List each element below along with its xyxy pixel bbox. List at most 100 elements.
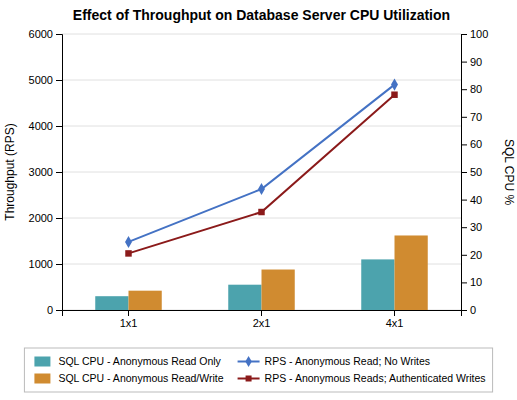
bar <box>228 285 261 310</box>
marker <box>125 236 132 248</box>
tick-label: 50 <box>470 166 482 178</box>
tick-label: 0 <box>470 304 476 316</box>
tick-label: 80 <box>470 83 482 95</box>
marker <box>258 209 264 215</box>
tick-label: 20 <box>470 249 482 261</box>
tick: 3000 <box>29 166 62 178</box>
tick-label: 0 <box>47 304 53 316</box>
line-series <box>125 91 397 256</box>
marker <box>258 183 265 195</box>
tick-label: 90 <box>470 56 482 68</box>
tick: 80 <box>461 83 482 95</box>
legend-label: RPS - Anonymous Read; No Writes <box>265 355 431 367</box>
tick: 70 <box>461 111 482 123</box>
tick-label: 40 <box>470 194 482 206</box>
tick-label: 60 <box>470 138 482 150</box>
axis-title: SQL CPU % <box>502 139 516 206</box>
bar <box>361 259 394 310</box>
legend: SQL CPU - Anonymous Read Only SQL CPU - A… <box>24 348 492 392</box>
marker <box>391 91 397 97</box>
title: Effect of Throughput on Database Server … <box>73 7 450 23</box>
bar <box>395 235 428 310</box>
marks <box>95 79 428 310</box>
tick: 100 <box>461 28 488 40</box>
x-axis: 1x1 2x1 4x1 <box>63 310 462 329</box>
tick-label: 2x1 <box>253 317 271 329</box>
tick-mark <box>461 89 467 90</box>
legend-swatch <box>34 357 50 367</box>
bar <box>129 291 162 310</box>
tick-mark <box>461 34 467 35</box>
tick-label: 10 <box>470 276 482 288</box>
grid <box>62 34 461 310</box>
tick: 40 <box>461 194 482 206</box>
tick: 4x1 <box>386 310 404 329</box>
tick-mark <box>56 34 62 35</box>
tick: 10 <box>461 276 482 288</box>
axis-line <box>56 35 63 311</box>
legend-entry: RPS - Anonymous Read; No Writes <box>238 355 431 367</box>
tick-label: 1x1 <box>120 317 138 329</box>
bar-series <box>95 259 394 310</box>
tick-mark <box>461 255 467 256</box>
legend-label: SQL CPU - Anonymous Read Only <box>58 355 221 367</box>
tick-mark <box>56 126 62 127</box>
tick-mark <box>461 117 467 118</box>
tick: 5000 <box>29 74 62 86</box>
y2-axis: 0 10 20 30 40 50 60 70 80 90 100 <box>461 28 488 316</box>
grid-line <box>62 218 461 219</box>
tick-label: 4x1 <box>386 317 404 329</box>
marker <box>391 79 398 91</box>
grid-line <box>62 80 461 81</box>
grid-line <box>62 34 461 35</box>
tick: 4000 <box>29 120 62 132</box>
tick-mark <box>461 172 467 173</box>
legend-entry: SQL CPU - Anonymous Read Only <box>34 355 221 367</box>
tick-label: 4000 <box>29 120 53 132</box>
legend-entry: RPS - Anonymous Reads; Authenticated Wri… <box>238 372 486 384</box>
legend-marker <box>245 356 251 367</box>
tick-label: 5000 <box>29 74 53 86</box>
tick-mark <box>461 282 467 283</box>
tick-label: 70 <box>470 111 482 123</box>
tick-mark <box>56 264 62 265</box>
axis-line <box>462 35 468 311</box>
tick-mark <box>56 172 62 173</box>
line-series <box>125 79 398 248</box>
tick: 6000 <box>29 28 62 40</box>
tick-mark <box>56 310 62 311</box>
tick-label: 100 <box>470 28 488 40</box>
line <box>129 85 395 242</box>
legend-marker <box>246 376 252 382</box>
tick-mark <box>394 310 395 316</box>
tick: 0 <box>47 304 62 316</box>
tick-mark <box>461 62 467 63</box>
legend-entry: SQL CPU - Anonymous Read/Write <box>34 372 223 384</box>
tick: 1x1 <box>120 310 138 329</box>
legend-label: RPS - Anonymous Reads; Authenticated Wri… <box>265 372 486 384</box>
plot: 0 1000 2000 3000 4000 5000 6000 0 10 20 30 40 50 60 70… <box>3 28 516 329</box>
legend-swatch <box>34 374 50 384</box>
tick: 90 <box>461 56 482 68</box>
grid-line <box>62 126 461 127</box>
tick: 0 <box>461 304 476 316</box>
marker <box>125 250 131 256</box>
bar <box>95 296 128 310</box>
legend-frame <box>24 348 492 392</box>
bar <box>262 270 295 310</box>
tick-label: 30 <box>470 221 482 233</box>
axis-title: Throughput (RPS) <box>3 123 17 220</box>
chart: Effect of Throughput on Database Server … <box>0 0 517 400</box>
tick-mark <box>461 227 467 228</box>
tick-mark <box>56 218 62 219</box>
tick-mark <box>56 80 62 81</box>
tick: 1000 <box>29 258 62 270</box>
tick-label: 1000 <box>29 258 53 270</box>
tick: 20 <box>461 249 482 261</box>
grid-line <box>62 172 461 173</box>
tick-mark <box>128 310 129 316</box>
tick-label: 6000 <box>29 28 53 40</box>
tick-label: 2000 <box>29 212 53 224</box>
tick-label: 3000 <box>29 166 53 178</box>
line <box>129 95 395 254</box>
